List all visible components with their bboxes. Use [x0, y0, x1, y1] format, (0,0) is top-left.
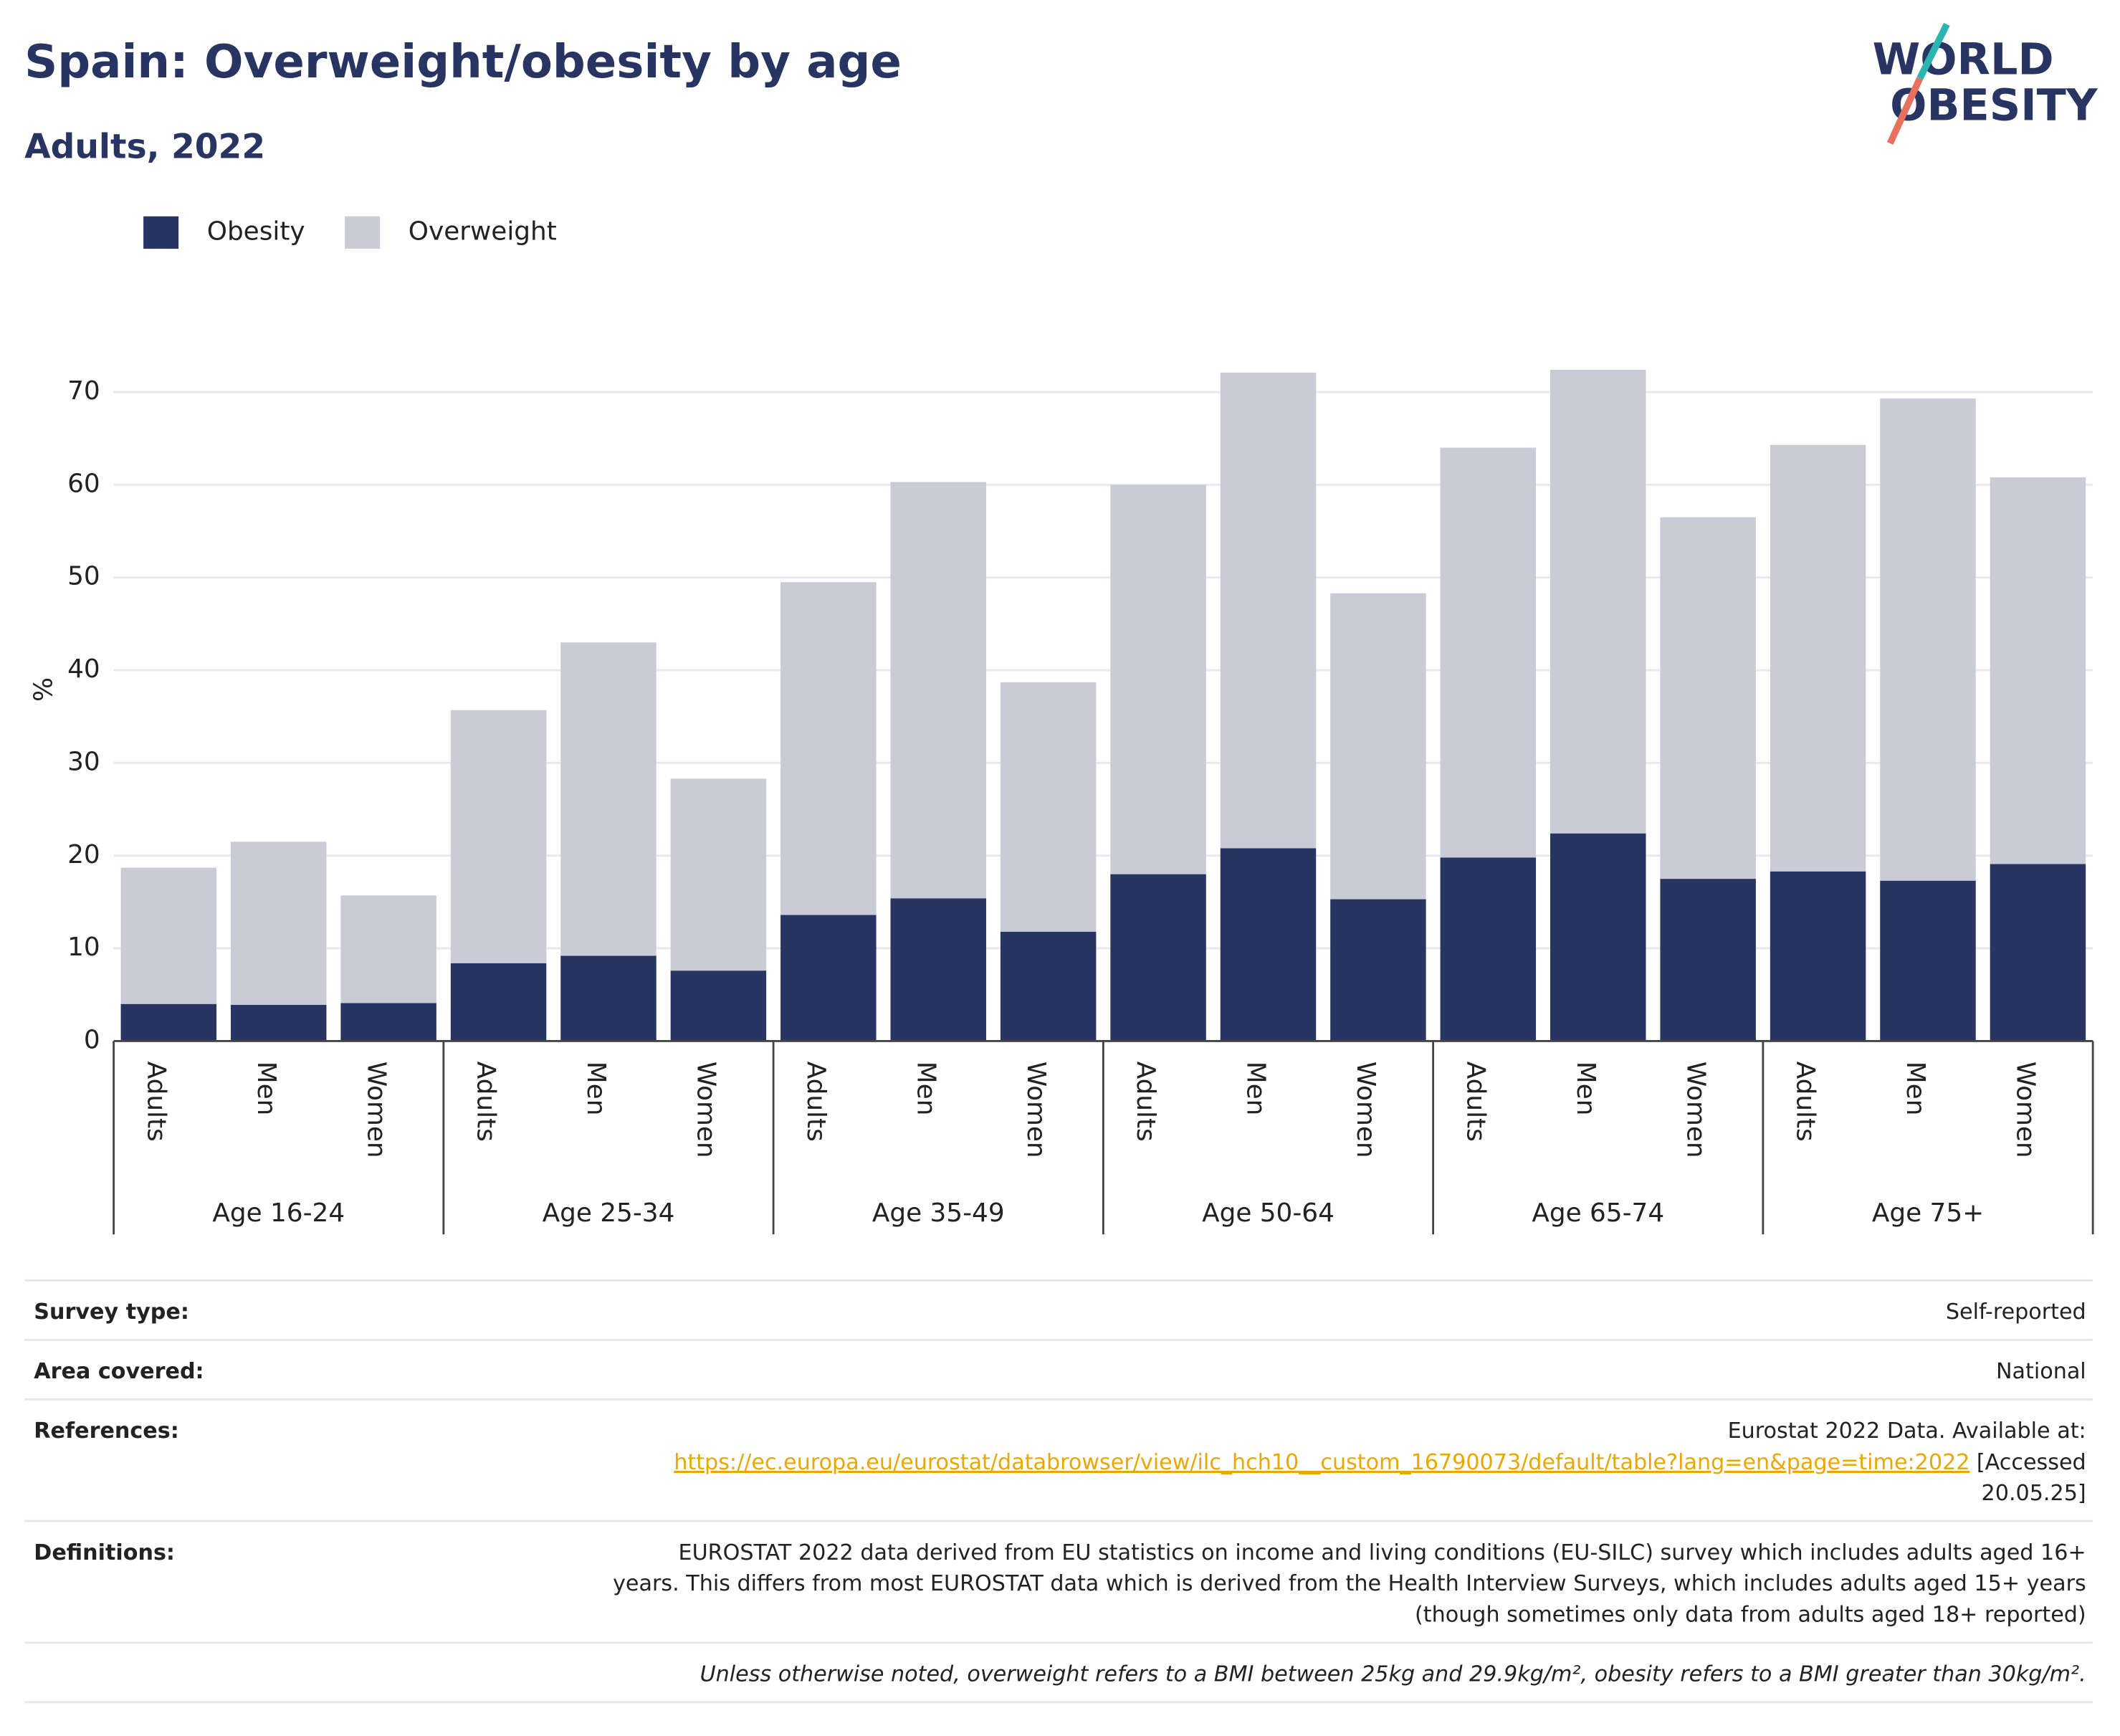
y-tick-label: 40 — [67, 654, 100, 684]
y-tick-label: 20 — [67, 840, 100, 869]
group-label: Age 75+ — [1872, 1198, 1984, 1228]
row-value: (though sometimes only data from adults … — [1415, 1603, 2086, 1628]
row-label: Definitions: — [34, 1540, 175, 1565]
y-tick-label: 50 — [67, 562, 100, 591]
chart-title: Spain: Overweight/obesity by age — [24, 35, 902, 89]
x-tick-label: Women — [1351, 1062, 1380, 1158]
x-tick-label: Men — [1571, 1062, 1600, 1116]
x-tick-label: Women — [1021, 1062, 1051, 1158]
reference-text: [Accessed — [1977, 1449, 2086, 1474]
legend-swatch — [345, 216, 381, 249]
bar-segment — [560, 955, 656, 1041]
bar-segment — [230, 841, 327, 1006]
x-tick-label: Men — [911, 1062, 940, 1116]
y-tick-label: 60 — [67, 469, 100, 498]
group-label: Age 16-24 — [212, 1198, 345, 1228]
bar-segment — [120, 1003, 217, 1041]
bar-segment — [1880, 880, 1976, 1041]
x-tick-label: Adults — [1791, 1062, 1820, 1142]
reference-line: 20.05.25] — [1982, 1481, 2086, 1506]
reference-link[interactable]: https://ec.europa.eu/eurostat/databrowse… — [674, 1449, 1969, 1474]
row-value: National — [1996, 1359, 2086, 1384]
row-value: EUROSTAT 2022 data derived from EU stati… — [679, 1540, 2086, 1565]
bar-segment — [1990, 477, 2086, 864]
bar-segment — [1220, 372, 1317, 849]
bar-segment — [670, 970, 767, 1041]
group-label: Age 65-74 — [1532, 1198, 1664, 1228]
x-tick-label: Adults — [801, 1062, 831, 1142]
bar-segment — [1220, 848, 1317, 1041]
y-tick-label: 70 — [67, 376, 100, 406]
y-tick-label: 30 — [67, 747, 100, 776]
x-tick-label: Adults — [472, 1062, 501, 1142]
group-label: Age 50-64 — [1202, 1198, 1334, 1228]
legend-label: Overweight — [409, 216, 557, 246]
y-axis-label: % — [29, 677, 58, 702]
legend-label: Obesity — [207, 216, 305, 246]
bar-segment — [340, 895, 436, 1003]
logo-text: WORLD — [1873, 34, 2054, 85]
y-tick-label: 10 — [67, 933, 100, 962]
legend-swatch — [143, 216, 179, 249]
x-tick-label: Men — [252, 1062, 281, 1116]
y-tick-label: 0 — [84, 1025, 100, 1054]
bar-segment — [1770, 871, 1866, 1041]
logo-slash — [1916, 22, 1950, 80]
bar-segment — [1550, 369, 1646, 834]
bar-segment — [340, 1003, 436, 1041]
x-tick-label: Adults — [1461, 1062, 1490, 1142]
row-label: Survey type: — [34, 1299, 189, 1325]
bar-segment — [1110, 485, 1206, 874]
bar-segment — [780, 582, 877, 915]
bar-segment — [1770, 444, 1866, 872]
group-label: Age 35-49 — [872, 1198, 1005, 1228]
bar-segment — [1330, 899, 1426, 1041]
bar-segment — [1000, 682, 1097, 932]
bar-segment — [890, 898, 986, 1041]
bar-segment — [1330, 593, 1426, 900]
bar-segment — [1440, 447, 1537, 858]
bar-segment — [670, 778, 767, 971]
x-tick-label: Adults — [1131, 1062, 1160, 1142]
bar-segment — [1440, 857, 1537, 1041]
logo-text: OBESITY — [1890, 80, 2098, 130]
x-tick-label: Women — [361, 1062, 391, 1158]
bar-segment — [230, 1005, 327, 1041]
logo-slash — [1886, 77, 1923, 145]
bar-segment — [780, 915, 877, 1041]
bar-segment — [1110, 874, 1206, 1041]
bar-segment — [1990, 864, 2086, 1041]
x-tick-label: Men — [581, 1062, 611, 1116]
bar-segment — [560, 642, 656, 956]
x-tick-label: Men — [1241, 1062, 1271, 1116]
x-tick-label: Men — [1901, 1062, 1930, 1116]
row-value: years. This differs from most EUROSTAT d… — [613, 1571, 2086, 1596]
x-tick-label: Adults — [141, 1062, 171, 1142]
bar-segment — [890, 482, 986, 899]
x-tick-label: Women — [1681, 1062, 1710, 1158]
row-label: Area covered: — [34, 1359, 204, 1384]
row-value: Self-reported — [1946, 1299, 2086, 1325]
reference-line: https://ec.europa.eu/eurostat/databrowse… — [674, 1449, 2086, 1474]
bar-segment — [1550, 833, 1646, 1041]
bar-segment — [1880, 399, 1976, 881]
row-value: Eurostat 2022 Data. Available at: — [1728, 1418, 2086, 1444]
bar-segment — [450, 963, 547, 1041]
bar-segment — [120, 867, 217, 1004]
chart-subtitle: Adults, 2022 — [24, 127, 265, 166]
group-label: Age 25-34 — [543, 1198, 675, 1228]
bar-segment — [1660, 517, 1756, 879]
bar-segment — [1660, 879, 1756, 1041]
x-tick-label: Women — [2011, 1062, 2040, 1158]
bar-segment — [450, 710, 547, 963]
x-tick-label: Women — [692, 1062, 721, 1158]
bar-segment — [1000, 931, 1097, 1041]
footnote: Unless otherwise noted, overweight refer… — [700, 1662, 2086, 1687]
row-label: References: — [34, 1418, 178, 1444]
